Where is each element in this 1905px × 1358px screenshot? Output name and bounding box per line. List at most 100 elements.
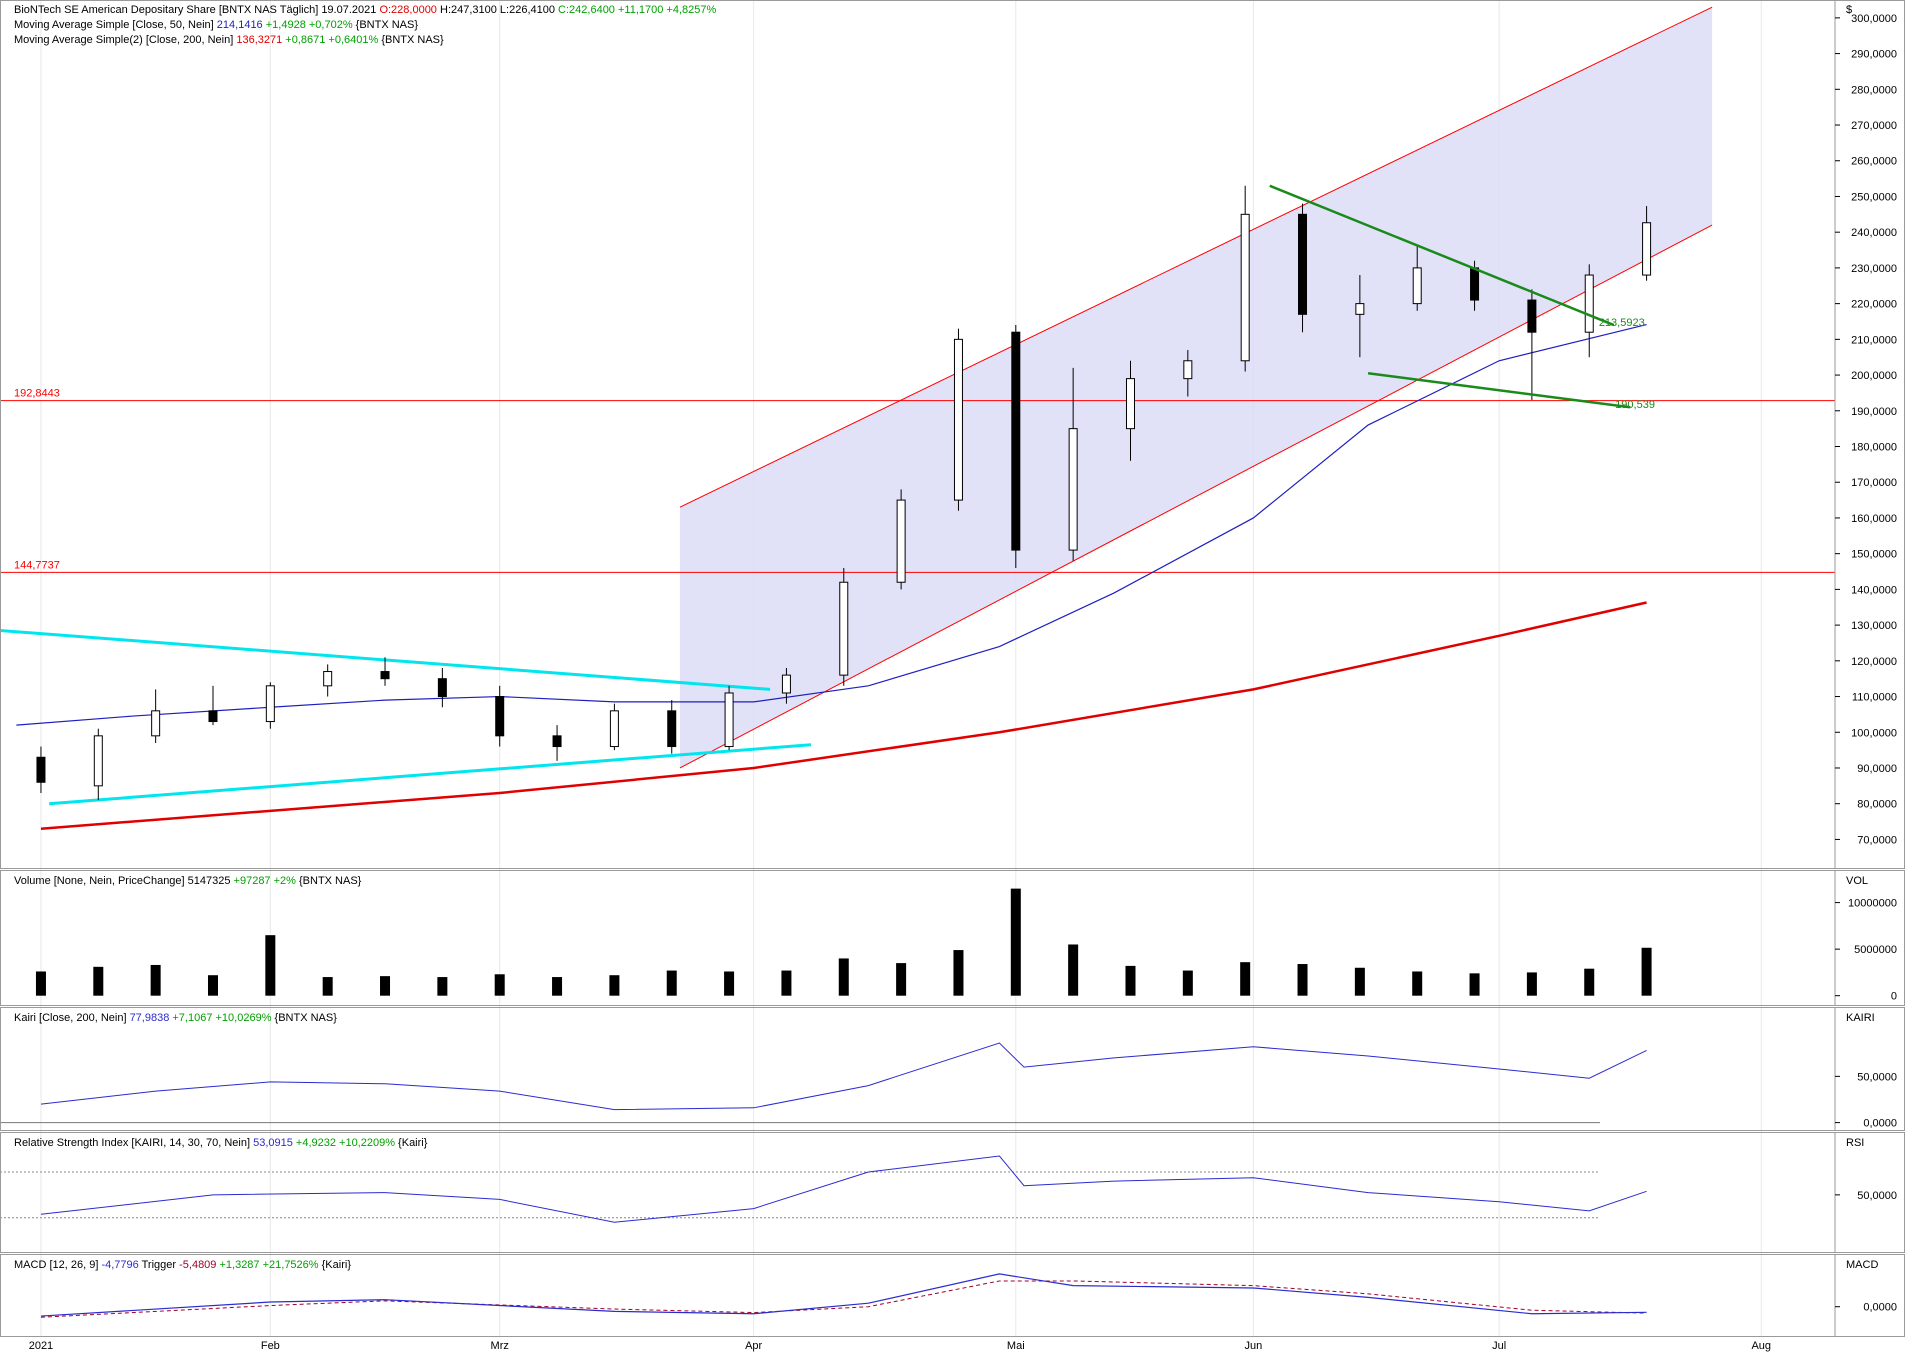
- volume-bar: [322, 977, 333, 996]
- volume-bar: [1297, 964, 1308, 996]
- volume-header: Volume [None, Nein, PriceChange] 5147325…: [14, 875, 362, 887]
- y-tick-label: 280,0000: [1851, 84, 1897, 96]
- candle-body: [1125, 378, 1135, 430]
- price-header-line: Moving Average Simple(2) [Close, 200, Ne…: [14, 34, 444, 46]
- macd-header-part: -4,7796: [101, 1259, 138, 1271]
- candle-body: [609, 710, 619, 748]
- kairi-panel[interactable]: [0, 1042, 1647, 1124]
- axis-title-rsi: RSI: [1846, 1137, 1864, 1149]
- macd-header-part: {Kairi}: [319, 1259, 352, 1271]
- y-tick-label: 0: [1891, 991, 1897, 1003]
- macd-header: MACD [12, 26, 9] -4,7796 Trigger -5,4809…: [14, 1259, 351, 1271]
- candle-body: [380, 671, 390, 680]
- candle-body: [1470, 267, 1480, 301]
- candle-body: [93, 735, 103, 787]
- volume-bar: [838, 958, 849, 996]
- price-panel[interactable]: 192,8443 144,7737 213,5923 190,539: [0, 6, 1835, 830]
- axis-title-volume: VOL: [1846, 875, 1868, 887]
- x-tick-label: Apr: [745, 1340, 762, 1352]
- volume-bar: [953, 950, 964, 996]
- volume-bar: [93, 966, 104, 996]
- currency-symbol: $: [1846, 4, 1852, 16]
- y-tick-label: 270,0000: [1851, 120, 1897, 132]
- rsi-header-part: +4,9232 +10,2209%: [293, 1137, 395, 1149]
- candle-body: [1412, 267, 1422, 305]
- volume-bar: [1469, 973, 1480, 996]
- candle-body: [953, 338, 963, 501]
- candle-body: [724, 692, 734, 748]
- horizontal-level-label: 144,7737: [14, 559, 60, 571]
- panel-frame-kairi: [0, 1007, 1905, 1131]
- kairi-header-part: +7,1067 +10,0269%: [169, 1012, 271, 1024]
- y-tick-label: 230,0000: [1851, 263, 1897, 275]
- price-header-line-part: 214,1416: [217, 19, 263, 31]
- price-header-line-part: Moving Average Simple [Close, 50, Nein]: [14, 19, 217, 31]
- volume-bar: [1526, 972, 1537, 996]
- price-header-line-part: {BNTX NAS}: [353, 19, 419, 31]
- candle-body: [667, 710, 677, 748]
- cyan-trendline: [49, 743, 812, 806]
- volume-bar: [150, 964, 161, 996]
- volume-bar: [35, 971, 46, 996]
- volume-bar: [1125, 965, 1136, 996]
- rsi-header-part: {Kairi}: [395, 1137, 428, 1149]
- panel-frame-rsi: [0, 1132, 1905, 1253]
- y-tick-label: 250,0000: [1851, 191, 1897, 203]
- volume-bar: [781, 970, 792, 996]
- candle-body: [1584, 274, 1594, 333]
- macd-header-part: -5,4809: [179, 1259, 216, 1271]
- price-header-line-part: C:242,6400 +11,1700 +4,8257%: [558, 4, 716, 16]
- y-tick-label: 190,0000: [1851, 406, 1897, 418]
- candle-body: [1642, 222, 1652, 276]
- macd-header-part: Trigger: [139, 1259, 179, 1271]
- y-tick-label: 100,0000: [1851, 727, 1897, 739]
- y-tick-label: 0,0000: [1863, 1118, 1897, 1130]
- y-tick-label: 50,0000: [1857, 1190, 1897, 1202]
- volume-header-part: Volume [None, Nein, PriceChange]: [14, 875, 188, 887]
- y-tick-label: 220,0000: [1851, 299, 1897, 311]
- candle-body: [323, 671, 333, 687]
- y-tick-label: 90,0000: [1857, 763, 1897, 775]
- volume-panel[interactable]: [35, 888, 1652, 996]
- y-tick-label: 130,0000: [1851, 620, 1897, 632]
- y-tick-label: 10000000: [1848, 898, 1897, 910]
- candle-body: [1183, 360, 1193, 380]
- macd-panel[interactable]: [40, 1273, 1647, 1318]
- y-tick-label: 80,0000: [1857, 799, 1897, 811]
- macd-line: [40, 1273, 1647, 1317]
- candle-body: [839, 581, 849, 676]
- price-header-line-part: BioNTech SE American Depositary Share [B…: [14, 4, 379, 16]
- x-tick-label: Aug: [1751, 1340, 1771, 1352]
- y-tick-label: 210,0000: [1851, 334, 1897, 346]
- channel-lower-line: [679, 224, 1713, 769]
- candle-body: [36, 756, 46, 783]
- price-header-line-part: 136,3271: [236, 34, 282, 46]
- y-tick-label: 140,0000: [1851, 584, 1897, 596]
- y-tick-label: 150,0000: [1851, 549, 1897, 561]
- candle-body: [781, 674, 791, 694]
- rsi-panel[interactable]: [0, 1155, 1647, 1223]
- green-trendline: [1367, 372, 1631, 409]
- kairi-line: [40, 1042, 1647, 1111]
- volume-bar: [437, 977, 448, 996]
- candle-body: [1240, 213, 1250, 362]
- volume-bar: [494, 974, 505, 996]
- green-trendline-label: 190,539: [1615, 399, 1655, 411]
- y-tick-label: 260,0000: [1851, 156, 1897, 168]
- ma50-line: [16, 323, 1647, 726]
- candle-body: [1298, 213, 1308, 315]
- panel-headers: BioNTech SE American Depositary Share [B…: [14, 4, 716, 1271]
- y-tick-label: 50,0000: [1857, 1071, 1897, 1083]
- x-tick-label: 2021: [29, 1340, 53, 1352]
- macd-trigger-line: [40, 1280, 1647, 1318]
- candle-body: [1011, 331, 1021, 551]
- candle-body: [552, 735, 562, 748]
- volume-bar: [1010, 888, 1021, 996]
- green-trendline: [1269, 184, 1615, 327]
- price-header-line-part: +0,8671 +0,6401%: [282, 34, 378, 46]
- kairi-header: Kairi [Close, 200, Nein] 77,9838 +7,1067…: [14, 1012, 337, 1024]
- volume-bar: [1354, 967, 1365, 996]
- candle-body: [1355, 303, 1365, 315]
- volume-bar: [609, 975, 620, 996]
- x-tick-label: Feb: [261, 1340, 280, 1352]
